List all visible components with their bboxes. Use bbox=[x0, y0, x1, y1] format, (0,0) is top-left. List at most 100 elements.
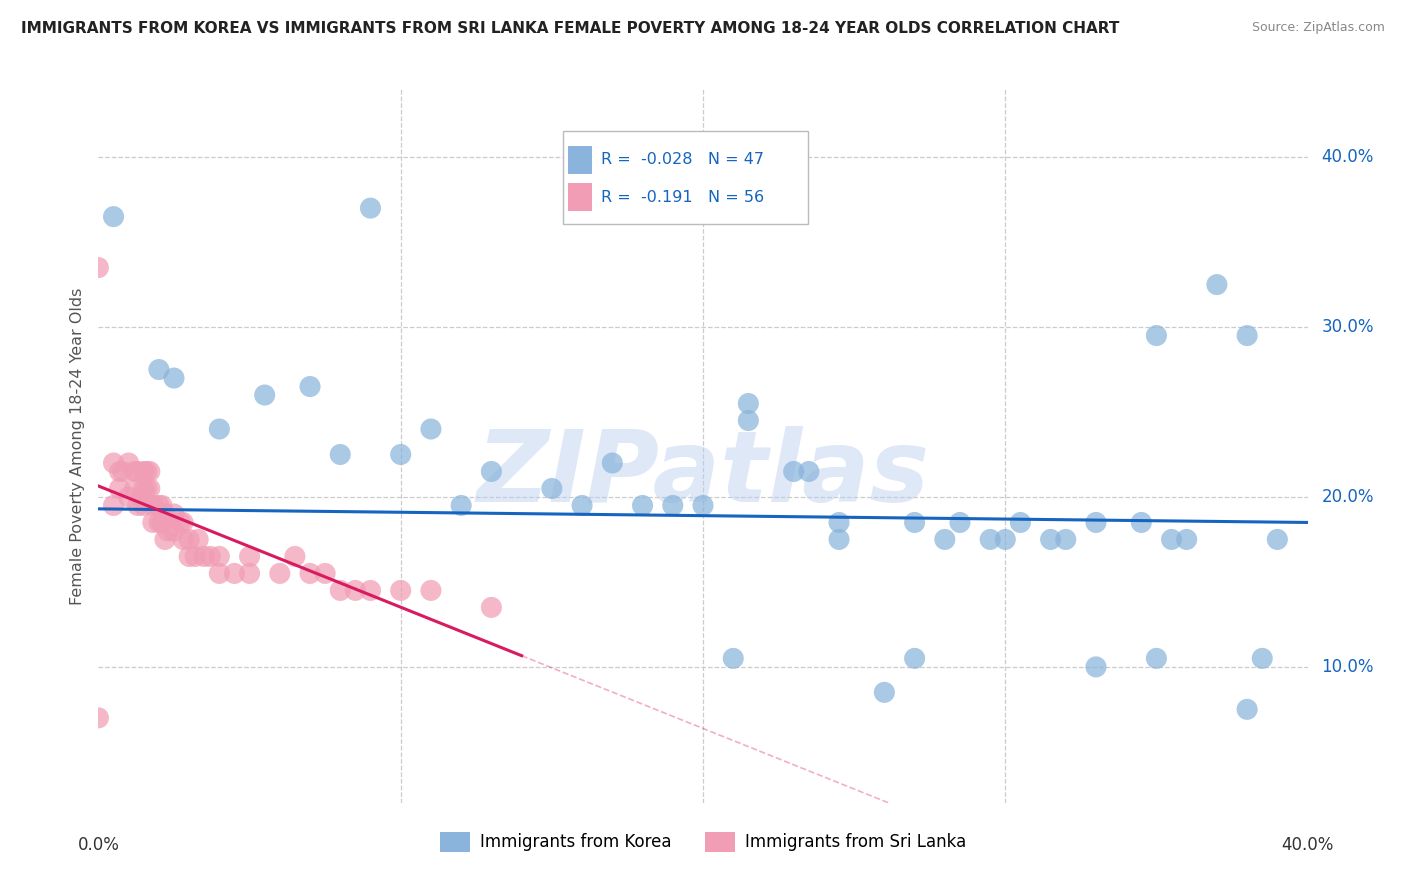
Point bbox=[723, 651, 745, 665]
Point bbox=[87, 260, 110, 275]
Text: 20.0%: 20.0% bbox=[1322, 488, 1374, 506]
Point bbox=[873, 685, 896, 699]
Point bbox=[224, 566, 246, 581]
Point bbox=[127, 465, 149, 479]
Point bbox=[602, 456, 624, 470]
Point bbox=[239, 549, 262, 564]
Point bbox=[103, 456, 125, 470]
Point bbox=[148, 516, 170, 530]
Text: 30.0%: 30.0% bbox=[1322, 318, 1374, 336]
Point bbox=[156, 524, 179, 538]
Point bbox=[169, 516, 191, 530]
Point bbox=[142, 499, 165, 513]
Point bbox=[540, 482, 562, 496]
Point bbox=[124, 482, 146, 496]
Point bbox=[87, 711, 110, 725]
Text: R =  -0.028   N = 47: R = -0.028 N = 47 bbox=[600, 153, 763, 168]
Point bbox=[797, 465, 820, 479]
Point bbox=[329, 583, 352, 598]
Point bbox=[692, 499, 714, 513]
Point bbox=[172, 516, 194, 530]
Point bbox=[979, 533, 1001, 547]
Text: R =  -0.191   N = 56: R = -0.191 N = 56 bbox=[600, 189, 763, 204]
Point bbox=[108, 465, 131, 479]
Point bbox=[420, 422, 443, 436]
Point bbox=[1039, 533, 1062, 547]
Point bbox=[904, 516, 927, 530]
Point bbox=[193, 549, 215, 564]
Point bbox=[163, 524, 186, 538]
Point bbox=[132, 499, 155, 513]
Text: 40.0%: 40.0% bbox=[1281, 836, 1334, 855]
Text: 0.0%: 0.0% bbox=[77, 836, 120, 855]
Point bbox=[1236, 702, 1258, 716]
Point bbox=[828, 533, 851, 547]
Point bbox=[1054, 533, 1077, 547]
Point bbox=[1144, 328, 1167, 343]
Point bbox=[135, 465, 157, 479]
Point bbox=[389, 583, 412, 598]
Point bbox=[737, 413, 759, 427]
Point bbox=[1085, 516, 1108, 530]
Point bbox=[208, 549, 231, 564]
Point bbox=[184, 549, 207, 564]
Legend: Immigrants from Korea, Immigrants from Sri Lanka: Immigrants from Korea, Immigrants from S… bbox=[433, 825, 973, 859]
Point bbox=[148, 362, 170, 376]
Point bbox=[1144, 651, 1167, 665]
Point bbox=[148, 499, 170, 513]
Point bbox=[124, 465, 146, 479]
Point bbox=[1236, 328, 1258, 343]
Point bbox=[139, 482, 162, 496]
Point bbox=[661, 499, 683, 513]
Point bbox=[132, 482, 155, 496]
Point bbox=[200, 549, 222, 564]
Point bbox=[1085, 660, 1108, 674]
Point bbox=[135, 482, 157, 496]
Point bbox=[142, 516, 165, 530]
Point bbox=[150, 516, 173, 530]
Point bbox=[139, 465, 162, 479]
Point bbox=[329, 448, 352, 462]
Point bbox=[949, 516, 972, 530]
Point bbox=[269, 566, 291, 581]
Point bbox=[737, 396, 759, 410]
Point bbox=[108, 482, 131, 496]
Point bbox=[132, 465, 155, 479]
Text: IMMIGRANTS FROM KOREA VS IMMIGRANTS FROM SRI LANKA FEMALE POVERTY AMONG 18-24 YE: IMMIGRANTS FROM KOREA VS IMMIGRANTS FROM… bbox=[21, 21, 1119, 36]
Point bbox=[1160, 533, 1182, 547]
Point bbox=[631, 499, 654, 513]
Text: ZIPatlas: ZIPatlas bbox=[477, 426, 929, 523]
Point bbox=[828, 516, 851, 530]
Point bbox=[118, 456, 141, 470]
Point bbox=[153, 507, 176, 521]
Point bbox=[360, 583, 382, 598]
Point bbox=[1206, 277, 1229, 292]
Point bbox=[904, 651, 927, 665]
Y-axis label: Female Poverty Among 18-24 Year Olds: Female Poverty Among 18-24 Year Olds bbox=[69, 287, 84, 605]
Point bbox=[208, 566, 231, 581]
Point bbox=[299, 566, 322, 581]
Point bbox=[127, 499, 149, 513]
Point bbox=[299, 379, 322, 393]
Point bbox=[111, 465, 134, 479]
Point bbox=[360, 201, 382, 215]
Text: 10.0%: 10.0% bbox=[1322, 658, 1374, 676]
Point bbox=[314, 566, 336, 581]
Text: 40.0%: 40.0% bbox=[1322, 148, 1374, 166]
Point bbox=[450, 499, 472, 513]
Point bbox=[1267, 533, 1289, 547]
Point bbox=[179, 549, 201, 564]
Point bbox=[187, 533, 209, 547]
Point bbox=[344, 583, 367, 598]
Point bbox=[389, 448, 412, 462]
Point bbox=[1175, 533, 1198, 547]
Point bbox=[420, 583, 443, 598]
Point bbox=[934, 533, 956, 547]
Point bbox=[103, 210, 125, 224]
Point bbox=[208, 422, 231, 436]
Point bbox=[172, 533, 194, 547]
Point bbox=[1010, 516, 1032, 530]
Point bbox=[1130, 516, 1153, 530]
Point bbox=[103, 499, 125, 513]
Point bbox=[571, 499, 593, 513]
